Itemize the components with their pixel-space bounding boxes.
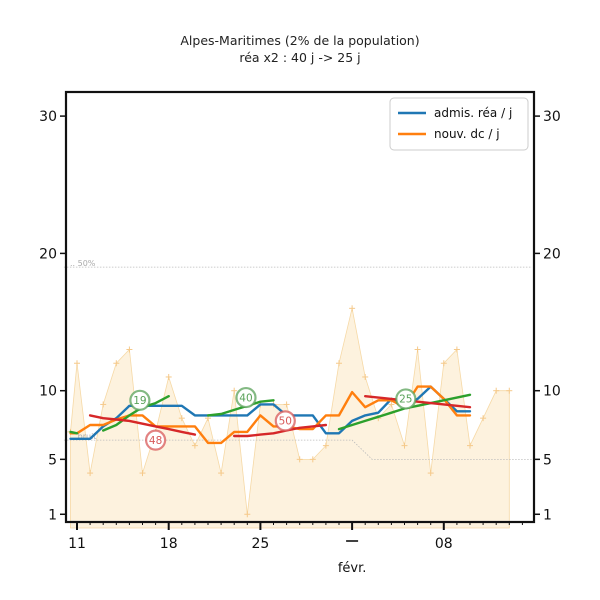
raw-daily-marker	[100, 401, 107, 408]
series-line	[88, 414, 197, 436]
raw-daily-marker	[362, 373, 369, 380]
x-tick-label: 11	[68, 536, 86, 552]
annotation-badge: 40	[235, 386, 257, 409]
annotation-badge: 50	[274, 410, 296, 432]
legend: admis. réa / j nouv. dc / j	[389, 97, 529, 151]
annotation-badge: 48	[145, 429, 167, 451]
series-line	[69, 430, 79, 435]
annotation-badge: 25	[395, 388, 417, 410]
reference-lines: .. 50% .. bruit	[63, 259, 532, 460]
x-axis-label: févr.	[338, 561, 367, 576]
raw-daily-marker	[493, 387, 500, 394]
annotation-label: 25	[399, 394, 412, 406]
raw-daily-marker	[191, 442, 198, 449]
annotations: 19 48 40 50 25	[129, 386, 417, 451]
raw-daily-marker	[87, 470, 94, 477]
legend-label: admis. réa / j	[434, 106, 512, 120]
annotation-label: 19	[133, 395, 146, 407]
raw-daily-marker	[113, 360, 120, 367]
y-tick-label-right: 10	[543, 384, 561, 400]
y-tick-label-right: 30	[543, 109, 561, 125]
y-tick-label-left: 30	[39, 109, 57, 125]
y-tick-label-left: 10	[39, 384, 57, 400]
raw-daily-marker	[74, 360, 80, 367]
legend-box	[389, 97, 529, 151]
x-tick-label: 08	[435, 536, 453, 552]
raw-daily-marker	[440, 360, 447, 367]
annotation-circle	[145, 429, 167, 451]
y-tick-label-right: 20	[543, 246, 561, 262]
raw-daily-marker	[231, 387, 238, 394]
raw-daily-marker	[296, 456, 303, 463]
chart-title: Alpes-Maritimes (2% de la population)	[180, 33, 420, 48]
annotation-circle	[395, 388, 417, 410]
annotation-label: 40	[239, 392, 252, 404]
y-tick-label-left: 20	[39, 246, 57, 262]
annotation-circle	[274, 410, 296, 432]
series-line	[364, 395, 472, 409]
y-tick-label-right: 5	[543, 452, 552, 468]
annotation-circle	[235, 386, 257, 409]
annotation-label: 50	[279, 416, 292, 428]
raw-daily-marker	[139, 470, 146, 477]
chart-subtitle: réa x2 : 40 j -> 25 j	[239, 50, 361, 65]
y-tick-label-left: 5	[48, 452, 57, 468]
reference-line-label: .. 50%	[70, 259, 96, 268]
raw-daily-marker	[427, 470, 434, 477]
raw-daily-marker	[453, 346, 460, 353]
series-line	[206, 399, 275, 417]
raw-daily-marker	[218, 470, 225, 477]
annotation-label: 48	[149, 435, 162, 447]
raw-daily-marker	[480, 415, 487, 422]
series-line	[102, 395, 170, 432]
reference-line	[63, 439, 532, 460]
raw-daily-marker	[349, 305, 356, 312]
raw-daily-marker	[467, 442, 473, 449]
annotation-badge: 19	[129, 389, 151, 411]
raw-daily-marker	[178, 415, 185, 422]
reference-line-label: .. bruit	[70, 432, 96, 441]
x-tick-label: 18	[160, 536, 178, 552]
raw-daily-marker	[322, 442, 329, 449]
raw-daily-marker	[506, 387, 513, 394]
legend-label: nouv. dc / j	[434, 127, 500, 141]
raw-daily-marker	[336, 360, 342, 367]
raw-daily-marker	[401, 442, 408, 449]
series-line	[233, 423, 328, 438]
raw-daily-marker	[309, 456, 316, 463]
raw-daily-marker	[283, 401, 290, 408]
raw-daily-marker	[165, 373, 172, 380]
annotation-circle	[129, 389, 151, 411]
y-tick-label-left: 1	[48, 507, 57, 523]
raw-daily-marker	[388, 401, 395, 408]
raw-daily-marker	[244, 511, 251, 518]
x-tick-label: 25	[251, 536, 269, 552]
raw-daily-marker	[126, 346, 133, 353]
y-tick-label-right: 1	[543, 507, 552, 523]
raw-daily-marker	[414, 346, 421, 353]
